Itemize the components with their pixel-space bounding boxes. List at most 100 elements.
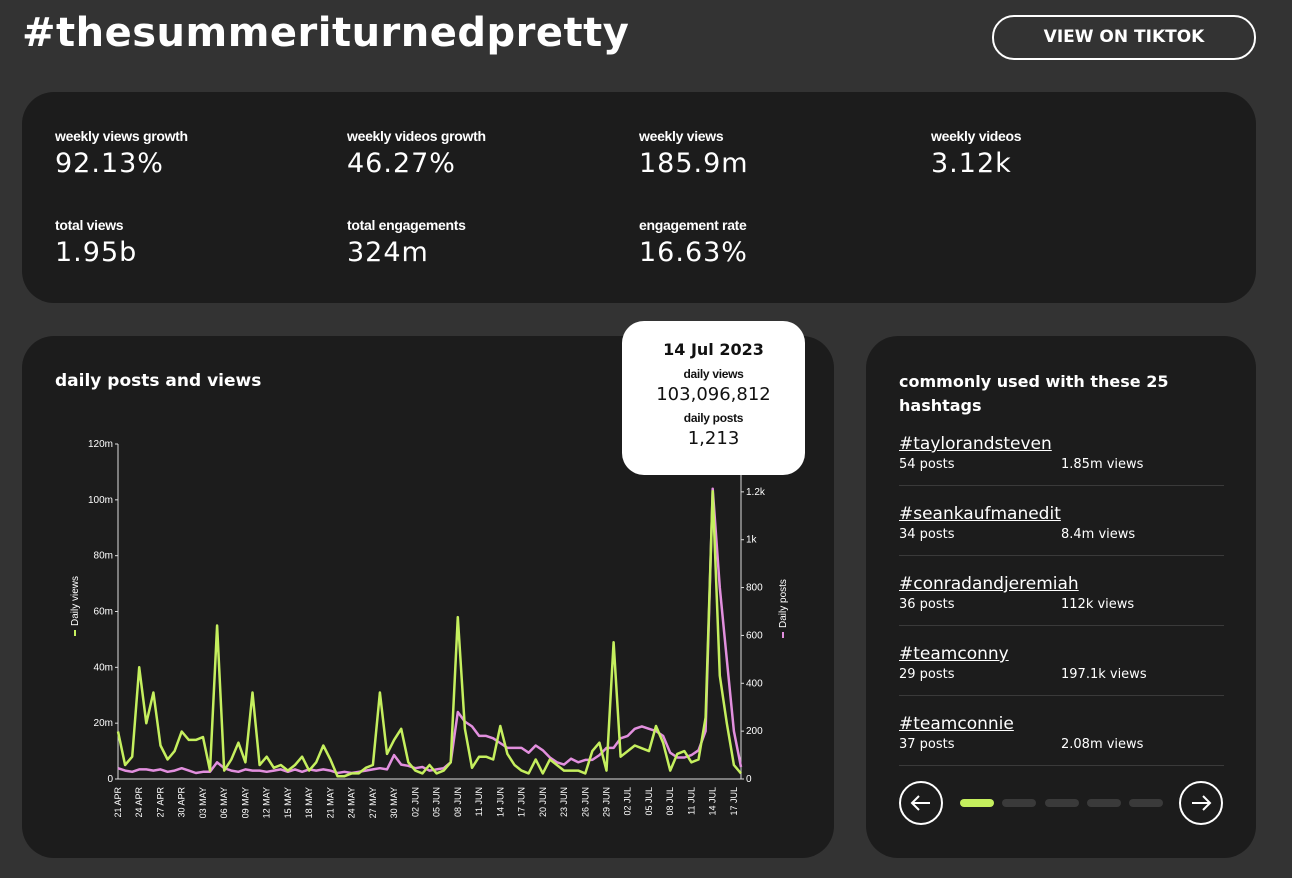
hashtag-views: 197.1k views <box>1061 667 1147 682</box>
page-dot[interactable] <box>960 799 994 807</box>
separator <box>899 485 1224 486</box>
y2-tick-label: 400 <box>746 678 763 689</box>
separator <box>899 695 1224 696</box>
stat-value: 3.12k <box>931 148 1012 179</box>
x-tick-label: 02 JUL <box>623 787 633 816</box>
tooltip-value: 103,096,812 <box>656 384 771 405</box>
tooltip: 14 Jul 2023 daily views 103,096,812 dail… <box>622 321 805 475</box>
y-tick-label: 0 <box>107 774 113 785</box>
hashtag-views: 2.08m views <box>1061 737 1144 752</box>
x-tick-label: 20 JUN <box>538 787 548 817</box>
page-dot[interactable] <box>1087 799 1121 807</box>
prev-button[interactable] <box>899 781 943 825</box>
hashtag-views: 8.4m views <box>1061 527 1136 542</box>
x-tick-label: 05 JUN <box>432 787 442 817</box>
x-tick-label: 17 JUL <box>729 787 739 816</box>
hashtag-link[interactable]: #taylorandsteven <box>899 434 1052 454</box>
x-tick-label: 15 MAY <box>283 787 293 818</box>
stat-label: weekly videos growth <box>347 128 486 144</box>
stat-label: weekly views growth <box>55 128 188 144</box>
x-tick-label: 09 MAY <box>240 787 250 818</box>
x-tick-label: 17 JUN <box>517 787 527 817</box>
next-button[interactable] <box>1179 781 1223 825</box>
series-line <box>117 487 743 775</box>
stat-value: 324m <box>347 237 429 268</box>
series-line <box>116 489 742 778</box>
stat-label: engagement rate <box>639 217 747 233</box>
x-tick-label: 26 JUN <box>580 787 590 817</box>
stat-value: 185.9m <box>639 148 749 179</box>
hashtag-posts: 29 posts <box>899 667 955 682</box>
hashtag-posts: 34 posts <box>899 527 955 542</box>
separator <box>899 765 1224 766</box>
hashtag-views: 1.85m views <box>1061 457 1144 472</box>
hashtag-posts: 54 posts <box>899 457 955 472</box>
stat-label: total engagements <box>347 217 466 233</box>
y2-tick-label: 600 <box>746 630 763 641</box>
tiktok-button[interactable]: VIEW ON TIKTOK <box>992 15 1256 60</box>
hashtag-views: 112k views <box>1061 597 1135 612</box>
x-tick-label: 03 MAY <box>198 787 208 818</box>
x-tick-label: 08 JUL <box>665 787 675 816</box>
x-tick-label: 14 JUN <box>495 787 505 817</box>
hashtag-posts: 36 posts <box>899 597 955 612</box>
chart-title: daily posts and views <box>55 371 261 391</box>
y-tick-label: 60m <box>94 607 113 618</box>
hashtags-title: commonly used with these 25 hashtags <box>899 372 1169 415</box>
legend-views: Daily views <box>70 576 81 636</box>
tooltip-label: daily posts <box>683 411 744 425</box>
legend-posts: Daily posts <box>778 579 789 638</box>
y2-tick-label: 800 <box>746 583 763 594</box>
hashtag-link[interactable]: #seankaufmanedit <box>899 504 1061 524</box>
stat-value: 92.13% <box>55 148 164 179</box>
x-tick-label: 30 MAY <box>389 787 399 818</box>
hashtag-link[interactable]: #teamconny <box>899 644 1009 664</box>
y-tick-label: 40m <box>94 662 113 673</box>
tooltip-value: 1,213 <box>687 428 740 449</box>
y-tick-label: 20m <box>94 718 113 729</box>
separator <box>899 555 1224 556</box>
hashtag-posts: 37 posts <box>899 737 955 752</box>
hashtags-card <box>866 336 1256 858</box>
x-tick-label: 21 MAY <box>325 787 335 818</box>
x-tick-label: 27 MAY <box>368 787 378 818</box>
page-dot[interactable] <box>1002 799 1036 807</box>
stat-value: 1.95b <box>55 237 138 268</box>
y-tick-label: 100m <box>88 495 113 506</box>
hashtag-link[interactable]: #conradandjeremiah <box>899 574 1079 594</box>
x-tick-label: 18 MAY <box>304 787 314 818</box>
y2-tick-label: 1.2k <box>746 487 766 498</box>
x-tick-label: 05 JUL <box>644 787 654 816</box>
tooltip-date: 14 Jul 2023 <box>663 340 764 359</box>
x-tick-label: 30 APR <box>177 787 187 818</box>
x-tick-label: 11 JUN <box>474 787 484 816</box>
stat-label: weekly views <box>639 128 724 144</box>
stat-label: total views <box>55 217 124 233</box>
stat-label: weekly videos <box>931 128 1022 144</box>
x-tick-label: 11 JUL <box>686 787 696 815</box>
separator <box>899 625 1224 626</box>
y2-tick-label: 1k <box>746 535 758 546</box>
x-tick-label: 27 APR <box>155 787 165 818</box>
x-tick-label: 12 MAY <box>262 787 272 818</box>
y2-tick-label: 0 <box>746 774 752 785</box>
page-dot[interactable] <box>1045 799 1079 807</box>
x-tick-label: 24 APR <box>134 787 144 818</box>
x-tick-label: 08 JUN <box>453 787 463 817</box>
x-tick-label: 29 JUN <box>601 787 611 817</box>
stat-value: 16.63% <box>639 237 748 268</box>
y-tick-label: 80m <box>94 551 113 562</box>
page-title: #thesummeriturnedpretty <box>22 10 630 56</box>
x-tick-label: 24 MAY <box>347 787 357 818</box>
x-tick-label: 23 JUN <box>559 787 569 817</box>
legend-label: Daily views <box>70 576 81 626</box>
page-dot[interactable] <box>1129 799 1163 807</box>
legend-label: Daily posts <box>778 579 789 628</box>
x-tick-label: 02 JUN <box>410 787 420 817</box>
hashtag-link[interactable]: #teamconnie <box>899 714 1014 734</box>
stats-card <box>22 92 1256 303</box>
x-tick-label: 06 MAY <box>219 787 229 818</box>
tooltip-label: daily views <box>683 367 744 381</box>
